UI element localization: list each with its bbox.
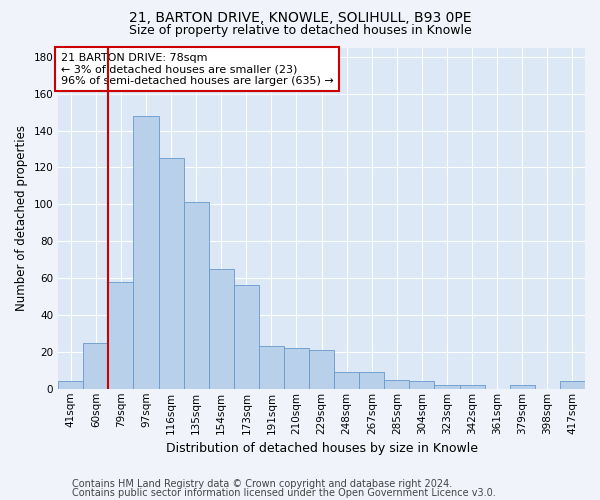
Bar [209, 269, 234, 389]
Bar [359, 372, 385, 389]
Bar [133, 116, 158, 389]
Bar [259, 346, 284, 389]
Bar [83, 342, 109, 389]
Text: Contains HM Land Registry data © Crown copyright and database right 2024.: Contains HM Land Registry data © Crown c… [72, 479, 452, 489]
Bar [158, 158, 184, 389]
Bar [184, 202, 209, 389]
Text: 21 BARTON DRIVE: 78sqm
← 3% of detached houses are smaller (23)
96% of semi-deta: 21 BARTON DRIVE: 78sqm ← 3% of detached … [61, 52, 334, 86]
Text: Size of property relative to detached houses in Knowle: Size of property relative to detached ho… [128, 24, 472, 37]
Bar [284, 348, 309, 389]
Bar [409, 382, 434, 389]
Text: 21, BARTON DRIVE, KNOWLE, SOLIHULL, B93 0PE: 21, BARTON DRIVE, KNOWLE, SOLIHULL, B93 … [129, 11, 471, 25]
Text: Contains public sector information licensed under the Open Government Licence v3: Contains public sector information licen… [72, 488, 496, 498]
Bar [560, 382, 585, 389]
Bar [385, 380, 409, 389]
Bar [109, 282, 133, 389]
Bar [510, 385, 535, 389]
Bar [334, 372, 359, 389]
X-axis label: Distribution of detached houses by size in Knowle: Distribution of detached houses by size … [166, 442, 478, 455]
Bar [434, 385, 460, 389]
Bar [234, 286, 259, 389]
Bar [309, 350, 334, 389]
Y-axis label: Number of detached properties: Number of detached properties [15, 125, 28, 311]
Bar [460, 385, 485, 389]
Bar [58, 382, 83, 389]
